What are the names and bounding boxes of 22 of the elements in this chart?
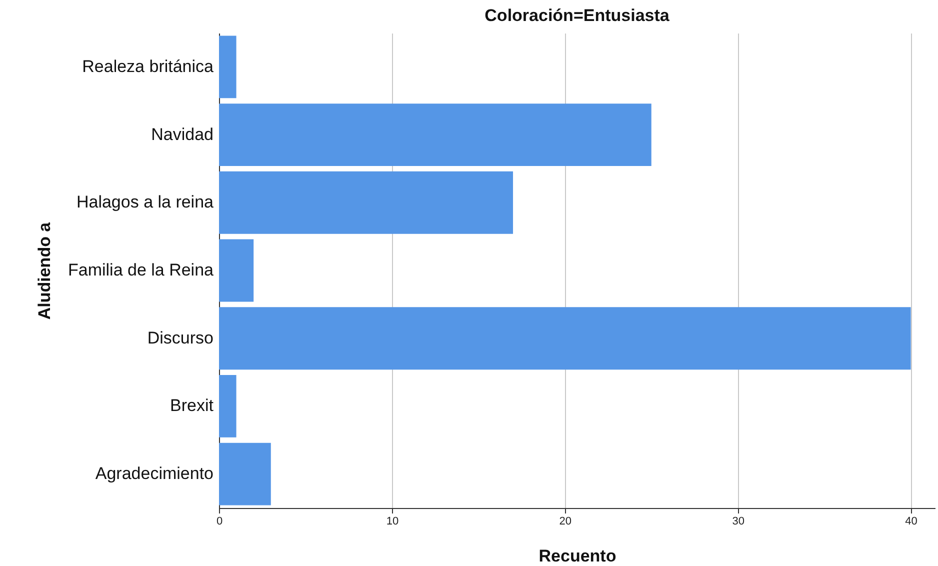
y-tick-label: Agradecimiento	[95, 464, 214, 484]
bar	[219, 36, 236, 98]
y-tick-label: Brexit	[170, 396, 214, 416]
y-tick-label: Familia de la Reina	[68, 260, 214, 280]
bar	[219, 307, 911, 370]
x-tick-label: 0	[216, 516, 223, 528]
bar	[219, 375, 236, 438]
y-tick-label: Halagos a la reina	[76, 192, 214, 212]
x-tick-label: 30	[732, 516, 744, 528]
bar	[219, 171, 514, 234]
y-axis-title: Aludiendo a	[34, 222, 54, 320]
x-tick-label: 40	[905, 516, 918, 528]
bar	[219, 104, 652, 166]
bar	[219, 239, 254, 302]
y-tick-label: Discurso	[147, 328, 214, 348]
x-axis-title: Recuento	[538, 546, 616, 566]
bar	[219, 442, 271, 506]
y-tick-label: Navidad	[151, 124, 214, 144]
chart-title: Coloración=Entusiasta	[484, 6, 670, 25]
x-tick-label: 20	[559, 516, 572, 528]
x-tick-label: 10	[386, 516, 399, 528]
y-tick-label: Realeza británica	[82, 56, 214, 76]
